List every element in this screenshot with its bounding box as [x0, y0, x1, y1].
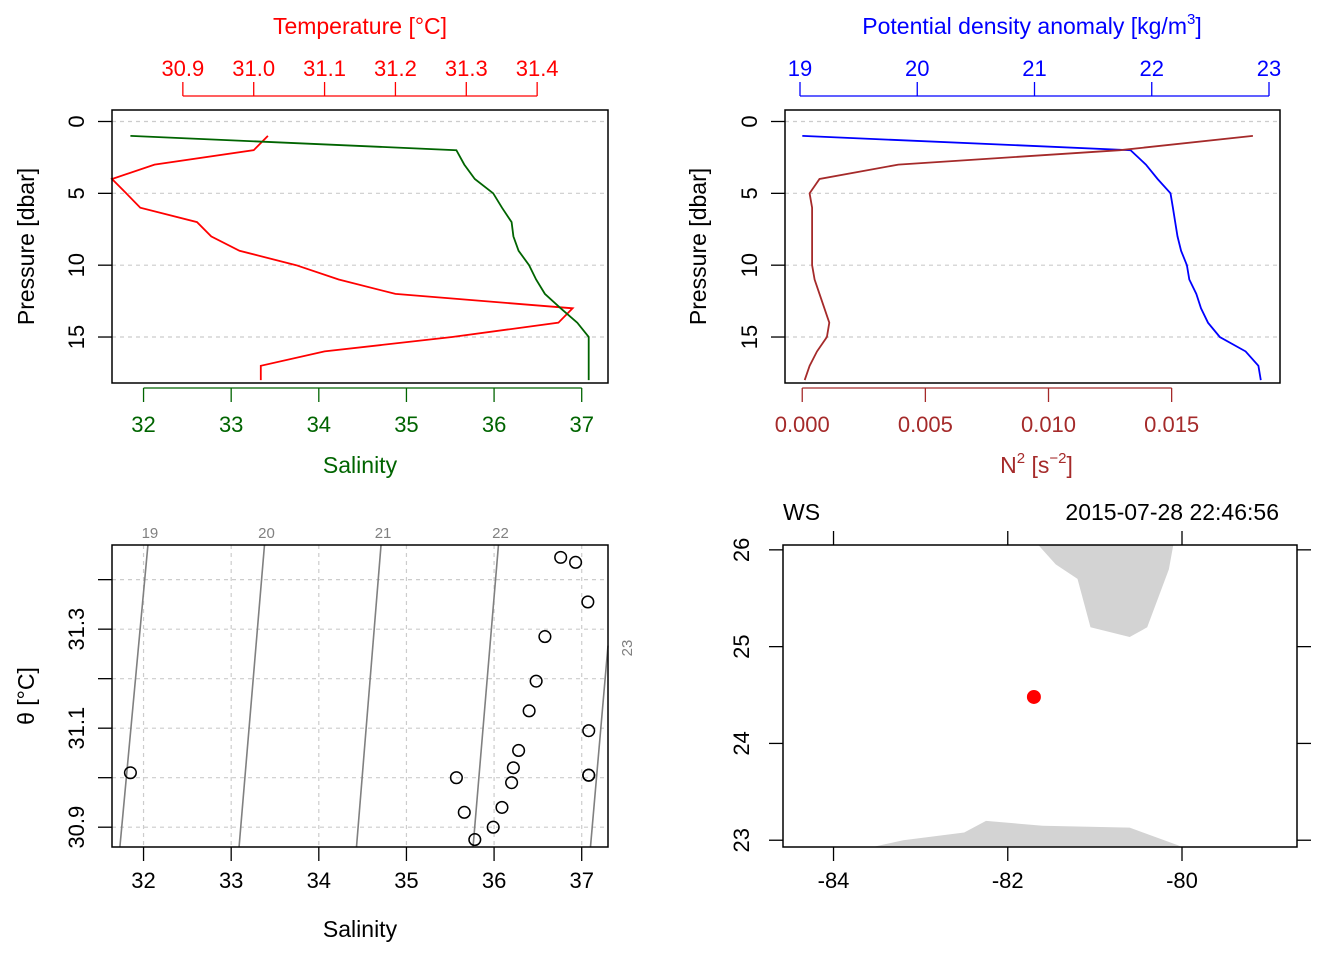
- ts-point: [522, 704, 536, 718]
- ts-point: [123, 766, 137, 780]
- ts-point: [581, 595, 595, 609]
- y-tick-label: 5: [737, 187, 762, 199]
- y-tick-label: 0: [737, 115, 762, 127]
- isopycnal-label: 23: [619, 640, 636, 657]
- n2-line: [803, 135, 1253, 381]
- salinity-line: [130, 135, 590, 381]
- y-tick-label: 0: [64, 115, 89, 127]
- y-tick-label: 25: [729, 634, 754, 658]
- ts-point: [506, 761, 520, 775]
- ts-point: [512, 743, 526, 758]
- ts-diagram-panel: 19 20 21 22 23 32 33 34 35 36 37 Salinity 30.9 31.1 31…: [13, 525, 636, 942]
- density-line: [802, 135, 1262, 381]
- y-tick-label: 31.1: [64, 707, 89, 750]
- ts-point: [529, 674, 543, 688]
- ts-point: [449, 771, 463, 785]
- bottom-tick-label: 37: [569, 412, 593, 437]
- bottom-axis-label: N2 [s−2]: [1000, 450, 1073, 478]
- y-tick-label: 10: [64, 253, 89, 277]
- map-frame: [782, 544, 1298, 848]
- top-tick-label: 20: [905, 56, 929, 81]
- top-tick-label: 31.0: [232, 56, 275, 81]
- top-tick-label: 22: [1140, 56, 1164, 81]
- top-tick-label: 30.9: [161, 56, 204, 81]
- x-tick-label: 32: [131, 868, 155, 893]
- top-tick-label: 19: [788, 56, 812, 81]
- x-tick-label: 33: [219, 868, 243, 893]
- temperature-salinity-profile-panel: 0 5 10 15 Pressure [dbar] 32 33 34 35 36 37 Salinit…: [13, 13, 609, 478]
- top-tick-label: 31.4: [516, 56, 559, 81]
- bottom-tick-label: 34: [307, 412, 331, 437]
- bottom-tick-label: 35: [394, 412, 418, 437]
- top-axis-label: Potential density anomaly [kg/m3]: [862, 11, 1201, 39]
- plot-frame: [111, 109, 609, 384]
- ts-point: [457, 805, 471, 819]
- top-tick-label: 31.1: [303, 56, 346, 81]
- land-polygon: [1038, 545, 1174, 637]
- x-tick-label: -82: [992, 868, 1024, 893]
- y-axis-label: θ [°C]: [13, 667, 39, 725]
- station-map-panel: -84 -82 -80 23 24 25 26 WS 2015-07-28 22:46:56: [729, 499, 1311, 893]
- top-tick-label: 31.2: [374, 56, 417, 81]
- y-tick-label: 31.3: [64, 608, 89, 651]
- isopycnal-line: [589, 645, 609, 848]
- y-tick-label: 23: [729, 828, 754, 852]
- bottom-tick-label: 36: [482, 412, 506, 437]
- y-tick-label: 26: [729, 538, 754, 562]
- station-datetime: 2015-07-28 22:46:56: [1065, 499, 1279, 525]
- density-n2-profile-panel: 0 5 10 15 Pressure [dbar] 0.000 0.005 0.010 0.01…: [685, 11, 1281, 478]
- x-tick-label: -84: [818, 868, 850, 893]
- isopycnal-label: 21: [375, 525, 392, 542]
- isopycnal-label: 20: [258, 525, 275, 542]
- y-tick-label: 24: [729, 731, 754, 755]
- x-tick-label: 34: [307, 868, 331, 893]
- ts-point: [569, 555, 583, 569]
- x-tick-label: 37: [569, 868, 593, 893]
- y-tick-label: 5: [64, 187, 89, 199]
- ts-point: [468, 833, 482, 847]
- ts-point: [582, 768, 596, 782]
- plot-frame: [111, 544, 609, 848]
- isopycnal-line: [355, 544, 382, 848]
- isopycnal-line: [472, 544, 500, 848]
- top-tick-label: 23: [1257, 56, 1281, 81]
- ts-point: [486, 820, 500, 834]
- land-polygon: [872, 820, 1182, 847]
- y-axis-label: Pressure [dbar]: [13, 168, 39, 325]
- ts-point: [554, 550, 568, 564]
- isopycnal-line: [119, 544, 149, 848]
- bottom-tick-label: 32: [131, 412, 155, 437]
- y-tick-label: 30.9: [64, 806, 89, 849]
- ts-point: [495, 800, 509, 814]
- ts-point: [538, 630, 552, 644]
- plot-frame: [784, 109, 1281, 384]
- ts-point: [505, 776, 519, 790]
- top-tick-label: 31.3: [445, 56, 488, 81]
- bottom-tick-label: 33: [219, 412, 243, 437]
- isopycnal-label: 19: [142, 525, 159, 542]
- isopycnal-line: [238, 544, 266, 848]
- x-tick-label: 36: [482, 868, 506, 893]
- x-tick-label: -80: [1166, 868, 1198, 893]
- ts-point: [582, 724, 596, 738]
- y-tick-label: 15: [64, 325, 89, 349]
- top-tick-label: 21: [1022, 56, 1046, 81]
- top-axis-label: Temperature [°C]: [273, 13, 447, 39]
- land-layer: [872, 545, 1182, 847]
- bottom-axis-label: Salinity: [323, 452, 398, 478]
- y-tick-label: 15: [737, 325, 762, 349]
- bottom-tick-label: 0.010: [1021, 412, 1076, 437]
- y-tick-label: 10: [737, 253, 762, 277]
- x-axis-label: Salinity: [323, 916, 398, 942]
- x-tick-label: 35: [394, 868, 418, 893]
- bottom-tick-label: 0.005: [898, 412, 953, 437]
- bottom-tick-label: 0.015: [1144, 412, 1199, 437]
- temperature-line: [110, 135, 575, 381]
- station-marker: [1026, 689, 1041, 704]
- y-axis-label: Pressure [dbar]: [685, 168, 711, 325]
- isopycnal-label: 22: [492, 525, 509, 542]
- station-name: WS: [783, 499, 820, 525]
- bottom-tick-label: 0.000: [775, 412, 830, 437]
